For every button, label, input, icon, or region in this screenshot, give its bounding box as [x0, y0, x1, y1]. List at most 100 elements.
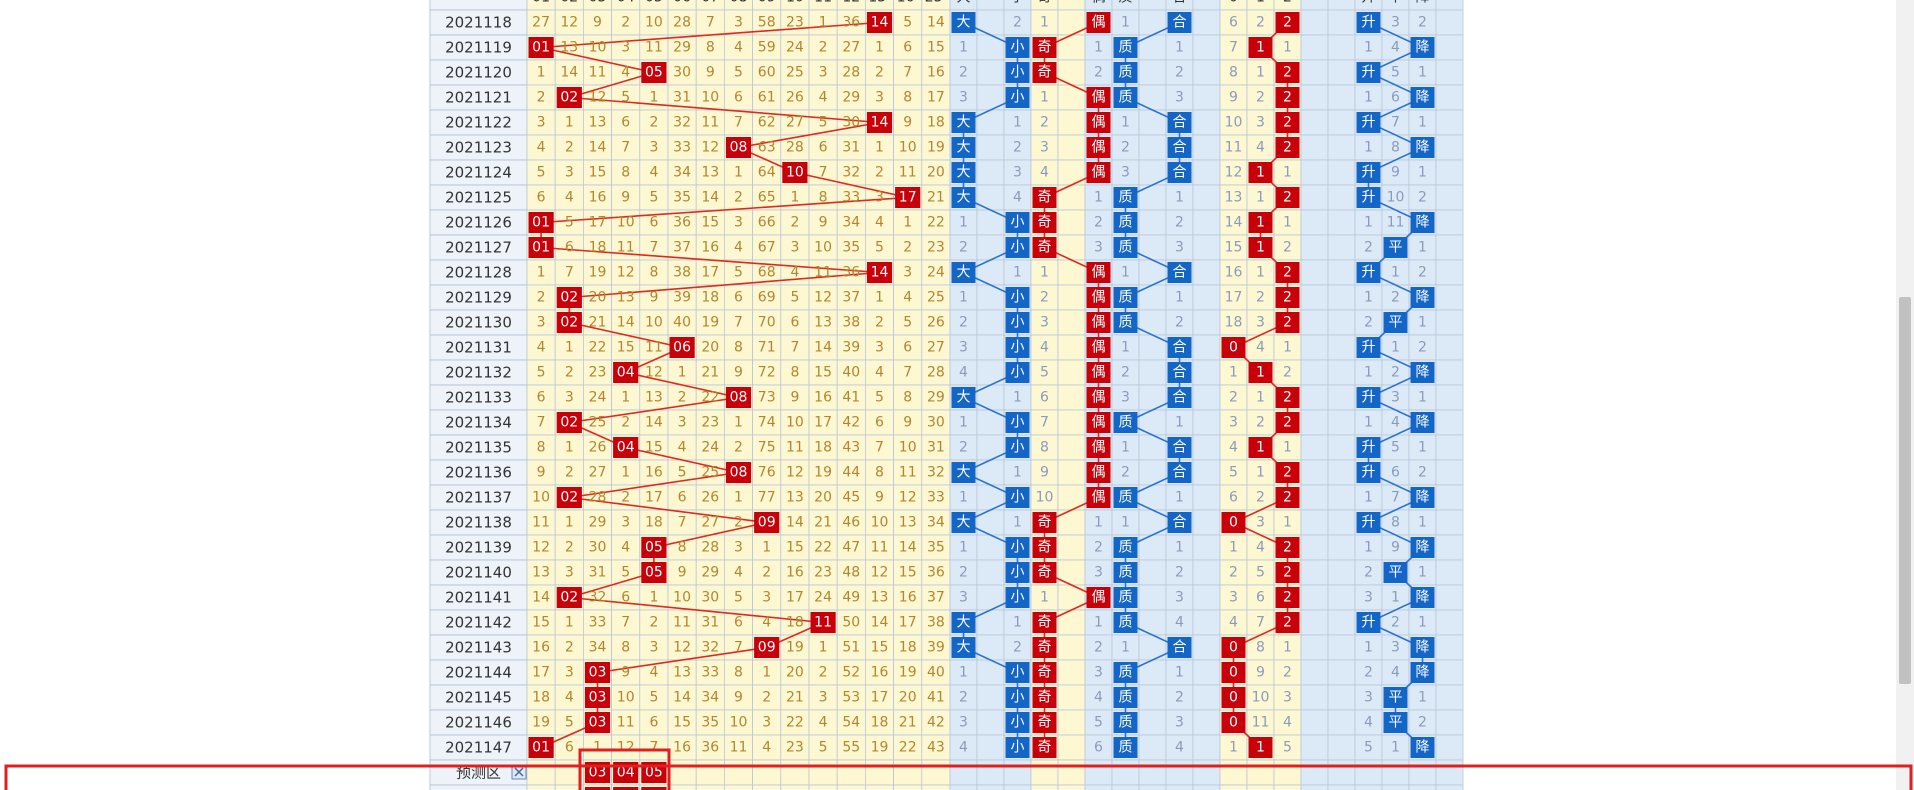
cell [836, 584, 866, 611]
cell-text: 1 [1283, 40, 1292, 56]
cell [554, 784, 584, 790]
cell [667, 359, 697, 386]
cell [554, 209, 584, 236]
cell-text: 41 [927, 690, 945, 706]
cell-text: 1 [1175, 540, 1184, 556]
scrollbar-thumb[interactable] [1899, 297, 1911, 684]
cell [1165, 234, 1194, 261]
cell [865, 384, 895, 411]
cell [780, 784, 810, 790]
cell [611, 209, 641, 236]
hit-text: 2 [1283, 90, 1292, 106]
hit-text: 奇 [1038, 39, 1052, 56]
period-label: 2021135 [445, 439, 512, 457]
cell-text: 1 [1283, 215, 1292, 231]
cell [921, 759, 951, 786]
cell [1111, 359, 1140, 386]
cell-text: 1 [1094, 515, 1103, 531]
cell-text: 44 [842, 465, 860, 481]
cell-text: 6 [1094, 740, 1103, 756]
cell-text: 40 [673, 315, 691, 331]
cell [1192, 484, 1221, 511]
cell-text: 15 [645, 440, 663, 456]
cell [724, 359, 754, 386]
cell [526, 784, 556, 790]
cell-text: 47 [842, 540, 860, 556]
hit-text: 小 [1011, 715, 1025, 731]
cell-text: 2 [621, 15, 630, 31]
cell-text: 6 [1391, 465, 1400, 481]
cell-text: 20 [701, 340, 719, 356]
cell-text: 6 [537, 190, 546, 206]
hit-text: 14 [871, 115, 889, 131]
cell-text: 35 [927, 540, 945, 556]
cell-text: 15 [532, 615, 550, 631]
cell-text: 23 [786, 740, 804, 756]
hit-text: 2 [1283, 65, 1292, 81]
cell-text: 1 [1391, 590, 1400, 606]
cell-text: 12 [560, 15, 578, 31]
cell-text: 13 [617, 290, 635, 306]
period-label: 2021144 [445, 664, 512, 682]
cell [724, 559, 754, 586]
cell-text: 4 [1229, 615, 1238, 631]
cell [808, 434, 838, 461]
hit-text: 01 [532, 215, 550, 231]
hit-text: 升 [1362, 65, 1376, 81]
cell [667, 484, 697, 511]
cell-text: 2 [1013, 140, 1022, 156]
cell-text: 11 [589, 65, 607, 81]
cell [752, 609, 782, 636]
cell [1327, 309, 1356, 336]
cell [1327, 134, 1356, 161]
cell-text: 2 [621, 490, 630, 506]
cell-text: 3 [1013, 165, 1022, 181]
cell-text: 2 [1283, 365, 1292, 381]
cell-text: 36 [842, 15, 860, 31]
cell-text: 52 [842, 665, 860, 681]
cell [1435, 759, 1464, 786]
cell-text: 3 [678, 415, 687, 431]
cell [752, 84, 782, 111]
cell [1327, 184, 1356, 211]
cell [836, 759, 866, 786]
cell-text: 50 [842, 615, 860, 631]
cell-text: 3 [875, 90, 884, 106]
cell-text: 2 [1013, 640, 1022, 656]
cell-text: 48 [842, 565, 860, 581]
cell-text: 6 [734, 290, 743, 306]
cell [836, 159, 866, 186]
cell [1327, 734, 1356, 761]
cell-text: 1 [1418, 515, 1427, 531]
cell [865, 59, 895, 86]
cell-text: 63 [758, 140, 776, 156]
cell-text: 11 [701, 115, 719, 131]
hit-text: 小 [1011, 490, 1025, 506]
cell [949, 709, 978, 736]
cell-text: 5 [734, 65, 743, 81]
column-header: 12 [842, 0, 860, 6]
cell [1246, 284, 1275, 311]
cell [780, 759, 810, 786]
cell-text: 40 [842, 365, 860, 381]
cell [808, 759, 838, 786]
cell-text: 1 [1121, 515, 1130, 531]
cell-text: 8 [537, 440, 546, 456]
cell-text: 5 [734, 265, 743, 281]
cell [921, 709, 951, 736]
hit-text: 大 [957, 15, 971, 31]
cell-text: 6 [649, 215, 658, 231]
cell-text: 2 [790, 215, 799, 231]
cell [808, 634, 838, 661]
cell-text: 77 [758, 490, 776, 506]
cell [752, 59, 782, 86]
cell [752, 234, 782, 261]
hit-text: 升 [1362, 165, 1376, 181]
cell [1300, 184, 1329, 211]
cell-text: 1 [959, 415, 968, 431]
cell [667, 759, 697, 786]
cell-text: 3 [565, 665, 574, 681]
hit-text: 1 [1256, 40, 1265, 56]
cell [976, 309, 1005, 336]
hit-text: 小 [1011, 340, 1025, 356]
